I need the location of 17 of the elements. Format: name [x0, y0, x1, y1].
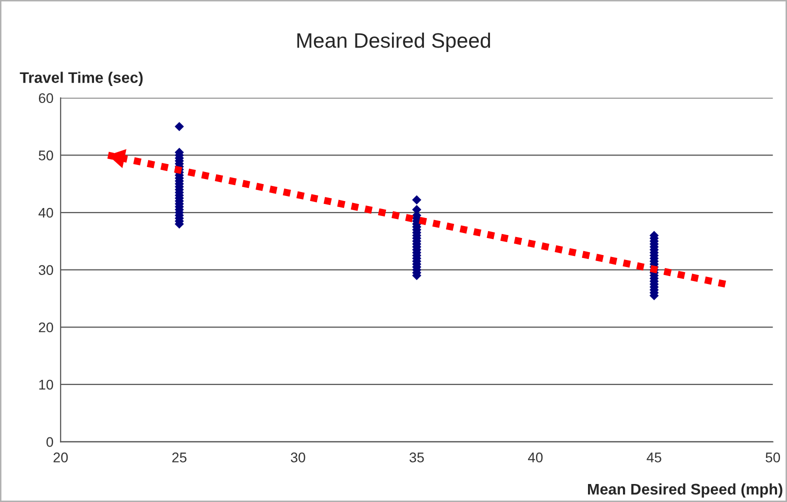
y-tick-label: 0 [46, 437, 54, 447]
x-tick-label: 40 [528, 452, 543, 462]
chart-title: Mean Desired Speed [297, 32, 490, 52]
x-tick-label: 45 [646, 452, 662, 462]
y-axis-title: Travel Time (sec) [20, 72, 143, 86]
y-tick-label: 20 [38, 322, 54, 332]
y-tick-label: 30 [38, 265, 54, 275]
x-axis-title: Mean Desired Speed (mph) [588, 483, 782, 498]
y-tick-label: 60 [38, 93, 54, 104]
x-tick-label: 50 [766, 452, 780, 462]
y-tick-label: 50 [38, 150, 54, 160]
x-tick-label: 35 [410, 452, 424, 462]
x-tick-label: 25 [172, 452, 186, 462]
y-tick-label: 10 [39, 380, 54, 390]
y-tick-label: 40 [38, 208, 54, 218]
x-tick-label: 20 [54, 452, 68, 462]
x-tick-label: 30 [290, 452, 306, 462]
